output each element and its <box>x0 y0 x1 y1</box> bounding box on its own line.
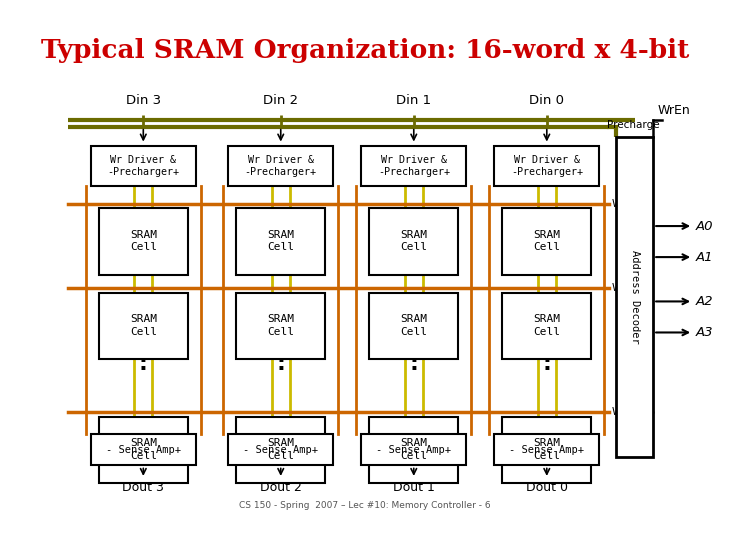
Text: Din 2: Din 2 <box>264 94 299 107</box>
Text: A0: A0 <box>696 219 713 232</box>
Bar <box>237 293 325 359</box>
Text: A2: A2 <box>696 295 713 308</box>
Bar <box>237 417 325 483</box>
Text: - Sense Amp+: - Sense Amp+ <box>376 445 451 455</box>
Text: Dout 2: Dout 2 <box>260 481 301 494</box>
Text: Wr Driver &
-Precharger+: Wr Driver & -Precharger+ <box>511 155 583 177</box>
Bar <box>369 208 458 275</box>
Text: Word 15: Word 15 <box>612 408 655 417</box>
Text: - Sense Amp+: - Sense Amp+ <box>510 445 584 455</box>
Bar <box>502 293 591 359</box>
Text: Precharge: Precharge <box>607 120 660 130</box>
Bar <box>237 208 325 275</box>
Text: :: : <box>410 353 418 374</box>
Text: SRAM
Cell: SRAM Cell <box>400 230 427 252</box>
Text: SRAM
Cell: SRAM Cell <box>267 230 294 252</box>
Text: Dout 0: Dout 0 <box>526 481 568 494</box>
Text: Din 0: Din 0 <box>529 94 564 107</box>
Text: Word 0: Word 0 <box>612 199 648 209</box>
Text: Dout 1: Dout 1 <box>393 481 434 494</box>
Text: SRAM
Cell: SRAM Cell <box>130 314 157 336</box>
Text: Dout 3: Dout 3 <box>123 481 164 494</box>
Bar <box>502 417 591 483</box>
Text: SRAM
Cell: SRAM Cell <box>534 230 561 252</box>
Bar <box>369 417 458 483</box>
Text: SRAM
Cell: SRAM Cell <box>534 438 561 461</box>
Bar <box>494 434 599 465</box>
Text: SRAM
Cell: SRAM Cell <box>400 438 427 461</box>
Bar <box>99 417 188 483</box>
Text: SRAM
Cell: SRAM Cell <box>534 314 561 336</box>
Bar <box>99 208 188 275</box>
Text: Address Decoder: Address Decoder <box>629 250 639 344</box>
Text: Wr Driver &
-Precharger+: Wr Driver & -Precharger+ <box>107 155 180 177</box>
Text: Wr Driver &
-Precharger+: Wr Driver & -Precharger+ <box>245 155 317 177</box>
Text: :: : <box>542 353 551 374</box>
Bar <box>502 208 591 275</box>
Text: - Sense Amp+: - Sense Amp+ <box>106 445 181 455</box>
Text: Word 1: Word 1 <box>612 283 648 293</box>
Text: CS 150 - Spring  2007 – Lec #10: Memory Controller - 6: CS 150 - Spring 2007 – Lec #10: Memory C… <box>239 501 491 510</box>
Text: Wr Driver &
-Precharger+: Wr Driver & -Precharger+ <box>377 155 450 177</box>
Text: A1: A1 <box>696 251 713 264</box>
Text: Din 1: Din 1 <box>396 94 431 107</box>
Text: SRAM
Cell: SRAM Cell <box>267 314 294 336</box>
Text: SRAM
Cell: SRAM Cell <box>130 230 157 252</box>
Bar <box>361 146 466 186</box>
Bar <box>494 146 599 186</box>
Bar <box>361 434 466 465</box>
Text: WrEn: WrEn <box>658 104 691 117</box>
Bar <box>91 434 196 465</box>
Text: :: : <box>139 353 147 374</box>
Text: Din 3: Din 3 <box>126 94 161 107</box>
Text: A3: A3 <box>696 326 713 339</box>
Bar <box>616 137 653 457</box>
Text: SRAM
Cell: SRAM Cell <box>130 438 157 461</box>
Bar <box>91 146 196 186</box>
Bar <box>369 293 458 359</box>
Bar <box>228 146 333 186</box>
Bar <box>99 293 188 359</box>
Text: - Sense Amp+: - Sense Amp+ <box>243 445 318 455</box>
Text: :: : <box>277 353 285 374</box>
Text: Typical SRAM Organization: 16-word x 4-bit: Typical SRAM Organization: 16-word x 4-b… <box>41 38 689 63</box>
Text: SRAM
Cell: SRAM Cell <box>400 314 427 336</box>
Bar <box>228 434 333 465</box>
Text: SRAM
Cell: SRAM Cell <box>267 438 294 461</box>
